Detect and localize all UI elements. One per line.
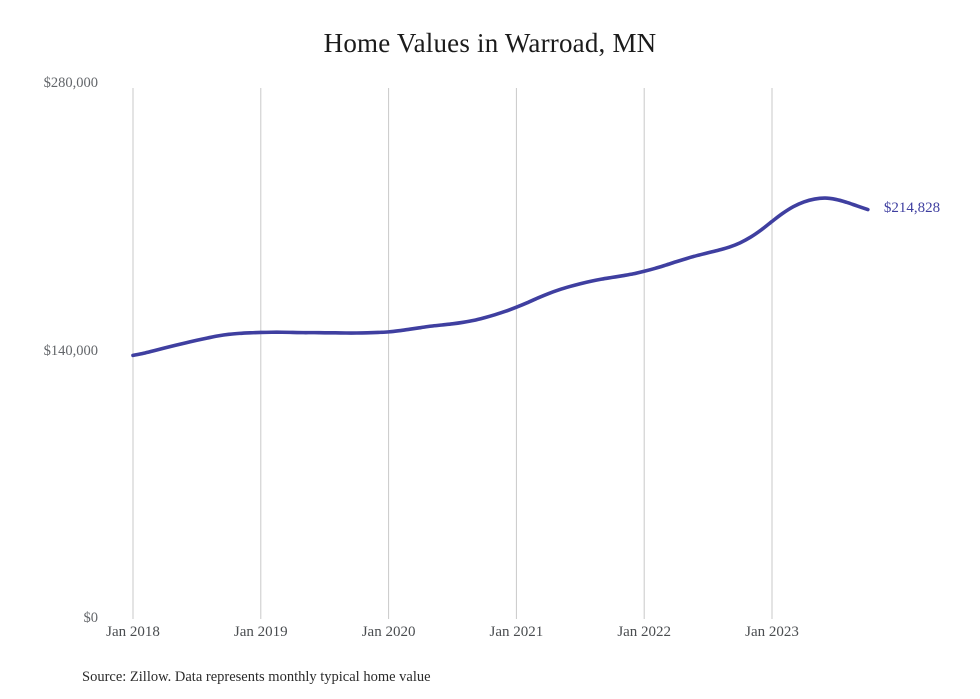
x-tick-label: Jan 2019 [233, 624, 288, 640]
end-value-label: $214,828 [883, 199, 941, 216]
x-tick-label: Jan 2021 [489, 624, 544, 640]
chart-title: Home Values in Warroad, MN [323, 28, 657, 58]
x-tick-label: Jan 2018 [106, 624, 160, 640]
series-line-typical-home-value [131, 196, 870, 358]
x-tick-label: Jan 2022 [617, 624, 672, 640]
x-tick-label: Jan 2020 [361, 624, 416, 640]
y-tick-label: $280,000 [43, 75, 98, 91]
y-tick-label: $0 [83, 610, 99, 626]
x-tick-label: Jan 2023 [745, 624, 799, 640]
source-note: Source: Zillow. Data represents monthly … [82, 669, 431, 685]
y-tick-label: $140,000 [43, 342, 98, 359]
gridline-group [132, 88, 773, 619]
